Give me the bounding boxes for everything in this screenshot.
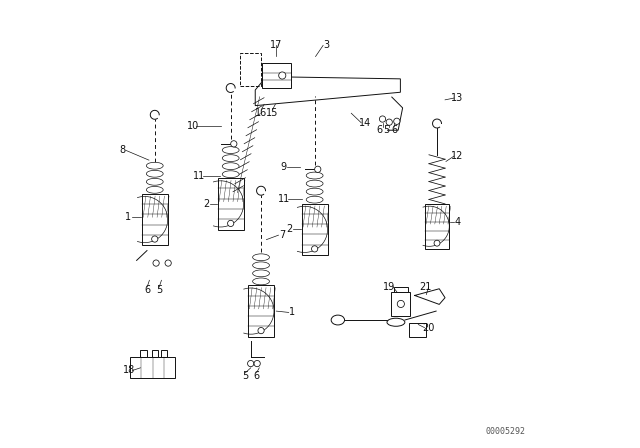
Text: 00005292: 00005292 xyxy=(486,427,525,436)
Text: 21: 21 xyxy=(419,282,431,293)
Text: 1: 1 xyxy=(289,307,296,318)
Ellipse shape xyxy=(253,254,269,261)
Circle shape xyxy=(386,119,392,125)
Circle shape xyxy=(394,118,400,125)
Bar xyxy=(425,204,449,249)
Bar xyxy=(142,194,168,245)
Polygon shape xyxy=(415,289,445,304)
Circle shape xyxy=(228,220,234,227)
Ellipse shape xyxy=(331,315,344,325)
Text: 6: 6 xyxy=(144,285,150,295)
Text: 7: 7 xyxy=(279,230,285,240)
Circle shape xyxy=(312,246,317,252)
Circle shape xyxy=(434,240,440,246)
Text: 2: 2 xyxy=(287,224,292,234)
Bar xyxy=(248,285,274,337)
Text: 13: 13 xyxy=(451,93,464,103)
Bar xyxy=(218,178,244,229)
Bar xyxy=(152,350,158,357)
Text: 17: 17 xyxy=(270,40,282,50)
Ellipse shape xyxy=(222,155,239,162)
Text: 16: 16 xyxy=(255,108,267,118)
Circle shape xyxy=(380,116,386,122)
Text: 5: 5 xyxy=(383,125,390,135)
Text: 11: 11 xyxy=(193,171,205,181)
Bar xyxy=(140,350,147,357)
Text: 4: 4 xyxy=(454,217,461,227)
Ellipse shape xyxy=(387,318,405,326)
Circle shape xyxy=(254,361,260,367)
Ellipse shape xyxy=(306,172,323,179)
Ellipse shape xyxy=(306,188,323,195)
Ellipse shape xyxy=(222,171,239,177)
Circle shape xyxy=(397,300,404,307)
Text: 19: 19 xyxy=(383,281,396,292)
Bar xyxy=(239,53,261,86)
Text: 15: 15 xyxy=(266,108,278,118)
Circle shape xyxy=(278,72,286,79)
Ellipse shape xyxy=(253,262,269,269)
Bar xyxy=(161,350,167,357)
Ellipse shape xyxy=(147,178,163,185)
Text: 3: 3 xyxy=(324,40,330,50)
Circle shape xyxy=(258,327,264,334)
Bar xyxy=(392,293,410,315)
Text: 10: 10 xyxy=(187,121,199,131)
Text: 1: 1 xyxy=(125,212,131,222)
Text: 8: 8 xyxy=(119,145,125,155)
Ellipse shape xyxy=(253,270,269,277)
Text: 14: 14 xyxy=(358,118,371,128)
Text: 18: 18 xyxy=(123,366,135,375)
Bar xyxy=(394,287,408,293)
Text: 6: 6 xyxy=(376,125,382,135)
Text: 12: 12 xyxy=(451,151,464,161)
Circle shape xyxy=(230,141,237,147)
Bar xyxy=(262,63,291,88)
Ellipse shape xyxy=(222,146,239,154)
Bar xyxy=(410,323,426,336)
Text: 11: 11 xyxy=(278,194,291,204)
Ellipse shape xyxy=(222,163,239,170)
Text: 6: 6 xyxy=(391,125,397,135)
Text: 20: 20 xyxy=(422,323,435,332)
Circle shape xyxy=(153,260,159,266)
Ellipse shape xyxy=(306,196,323,203)
Text: 5: 5 xyxy=(243,371,248,381)
Circle shape xyxy=(315,166,321,172)
Text: 6: 6 xyxy=(253,371,260,381)
Text: 2: 2 xyxy=(203,199,209,209)
Text: 9: 9 xyxy=(280,162,287,172)
Ellipse shape xyxy=(306,180,323,187)
Ellipse shape xyxy=(147,170,163,177)
Ellipse shape xyxy=(147,162,163,169)
Circle shape xyxy=(165,260,172,266)
Bar xyxy=(130,357,175,378)
Bar xyxy=(301,204,328,255)
Text: 5: 5 xyxy=(156,285,163,295)
Ellipse shape xyxy=(253,278,269,285)
Ellipse shape xyxy=(147,186,163,193)
Circle shape xyxy=(248,361,254,367)
Circle shape xyxy=(152,236,158,242)
